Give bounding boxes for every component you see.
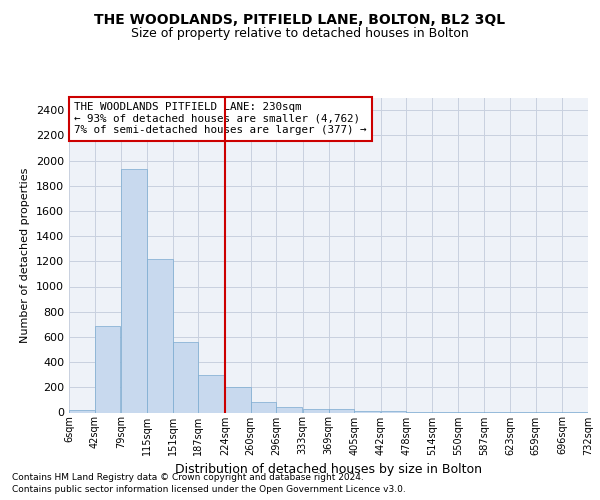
- Text: THE WOODLANDS, PITFIELD LANE, BOLTON, BL2 3QL: THE WOODLANDS, PITFIELD LANE, BOLTON, BL…: [94, 12, 506, 26]
- Bar: [69, 410, 95, 412]
- Text: THE WOODLANDS PITFIELD LANE: 230sqm
← 93% of detached houses are smaller (4,762): THE WOODLANDS PITFIELD LANE: 230sqm ← 93…: [74, 102, 367, 136]
- Bar: [95, 326, 121, 412]
- Text: Size of property relative to detached houses in Bolton: Size of property relative to detached ho…: [131, 28, 469, 40]
- Text: Contains public sector information licensed under the Open Government Licence v3: Contains public sector information licen…: [12, 485, 406, 494]
- Y-axis label: Number of detached properties: Number of detached properties: [20, 168, 31, 342]
- Text: Contains HM Land Registry data © Crown copyright and database right 2024.: Contains HM Land Registry data © Crown c…: [12, 472, 364, 482]
- Bar: [380, 411, 406, 412]
- Bar: [303, 408, 329, 412]
- Bar: [199, 374, 224, 412]
- Bar: [173, 342, 199, 412]
- Bar: [354, 411, 380, 412]
- Bar: [329, 410, 354, 412]
- X-axis label: Distribution of detached houses by size in Bolton: Distribution of detached houses by size …: [175, 463, 482, 476]
- Bar: [121, 170, 147, 412]
- Bar: [277, 407, 302, 412]
- Bar: [225, 388, 251, 412]
- Bar: [147, 260, 173, 412]
- Bar: [251, 402, 277, 412]
